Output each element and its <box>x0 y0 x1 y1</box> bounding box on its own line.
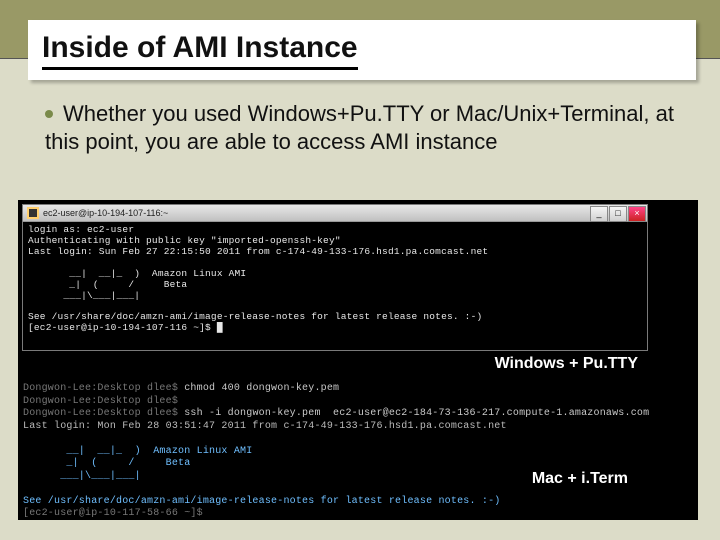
mac-line: __| __|_ ) Amazon Linux AMI <box>23 446 252 457</box>
putty-icon <box>27 207 39 219</box>
window-buttons: _ □ × <box>590 205 647 222</box>
minimize-button[interactable]: _ <box>590 206 608 222</box>
putty-line: [ec2-user@ip-10-194-107-116 ~]$ <box>28 322 217 333</box>
putty-line: Last login: Sun Feb 27 22:15:50 2011 fro… <box>28 246 488 257</box>
slide-title: Inside of AMI Instance <box>42 31 358 70</box>
putty-title: ec2-user@ip-10-194-107-116:~ <box>43 208 590 218</box>
mac-line: Dongwon-Lee:Desktop dlee$ <box>23 408 184 419</box>
bullet-text: Whether you used Windows+Pu.TTY or Mac/U… <box>45 101 674 154</box>
mac-line: _| ( / Beta <box>23 458 190 469</box>
mac-line: See /usr/share/doc/amzn-ami/image-releas… <box>23 496 500 507</box>
mac-line: chmod 400 dongwon-key.pem <box>184 383 339 394</box>
putty-line: __| __|_ ) Amazon Linux AMI <box>28 268 246 279</box>
maximize-button[interactable]: □ <box>609 206 627 222</box>
close-button[interactable]: × <box>628 206 646 222</box>
mac-line: Dongwon-Lee:Desktop dlee$ <box>23 396 184 407</box>
terminal-area: ec2-user@ip-10-194-107-116:~ _ □ × login… <box>18 200 698 520</box>
putty-terminal-text: login as: ec2-user Authenticating with p… <box>23 222 647 337</box>
body-bullet: Whether you used Windows+Pu.TTY or Mac/U… <box>45 100 685 155</box>
mac-line: [ec2-user@ip-10-117-58-66 ~]$ <box>23 508 209 519</box>
mac-terminal: Dongwon-Lee:Desktop dlee$ chmod 400 dong… <box>18 380 698 520</box>
putty-window: ec2-user@ip-10-194-107-116:~ _ □ × login… <box>22 204 648 351</box>
putty-line: login as: ec2-user <box>28 224 134 235</box>
windows-putty-label: Windows + Pu.TTY <box>495 355 638 373</box>
putty-line: See /usr/share/doc/amzn-ami/image-releas… <box>28 311 482 322</box>
mac-line: ___|\___|___| <box>23 471 141 482</box>
bullet-icon <box>45 110 53 118</box>
mac-line: ssh -i dongwon-key.pem ec2-user@ec2-184-… <box>184 408 649 419</box>
putty-line: ___|\___|___| <box>28 290 140 301</box>
mac-line: Dongwon-Lee:Desktop dlee$ <box>23 383 184 394</box>
putty-line: _| ( / Beta <box>28 279 187 290</box>
mac-line: Last login: Mon Feb 28 03:51:47 2011 fro… <box>23 421 507 432</box>
mac-iterm-label: Mac + i.Term <box>532 470 628 488</box>
slide-title-box: Inside of AMI Instance <box>28 20 696 80</box>
mac-terminal-text: Dongwon-Lee:Desktop dlee$ chmod 400 dong… <box>18 380 698 520</box>
putty-titlebar: ec2-user@ip-10-194-107-116:~ _ □ × <box>23 205 647 222</box>
putty-line: Authenticating with public key "imported… <box>28 235 341 246</box>
